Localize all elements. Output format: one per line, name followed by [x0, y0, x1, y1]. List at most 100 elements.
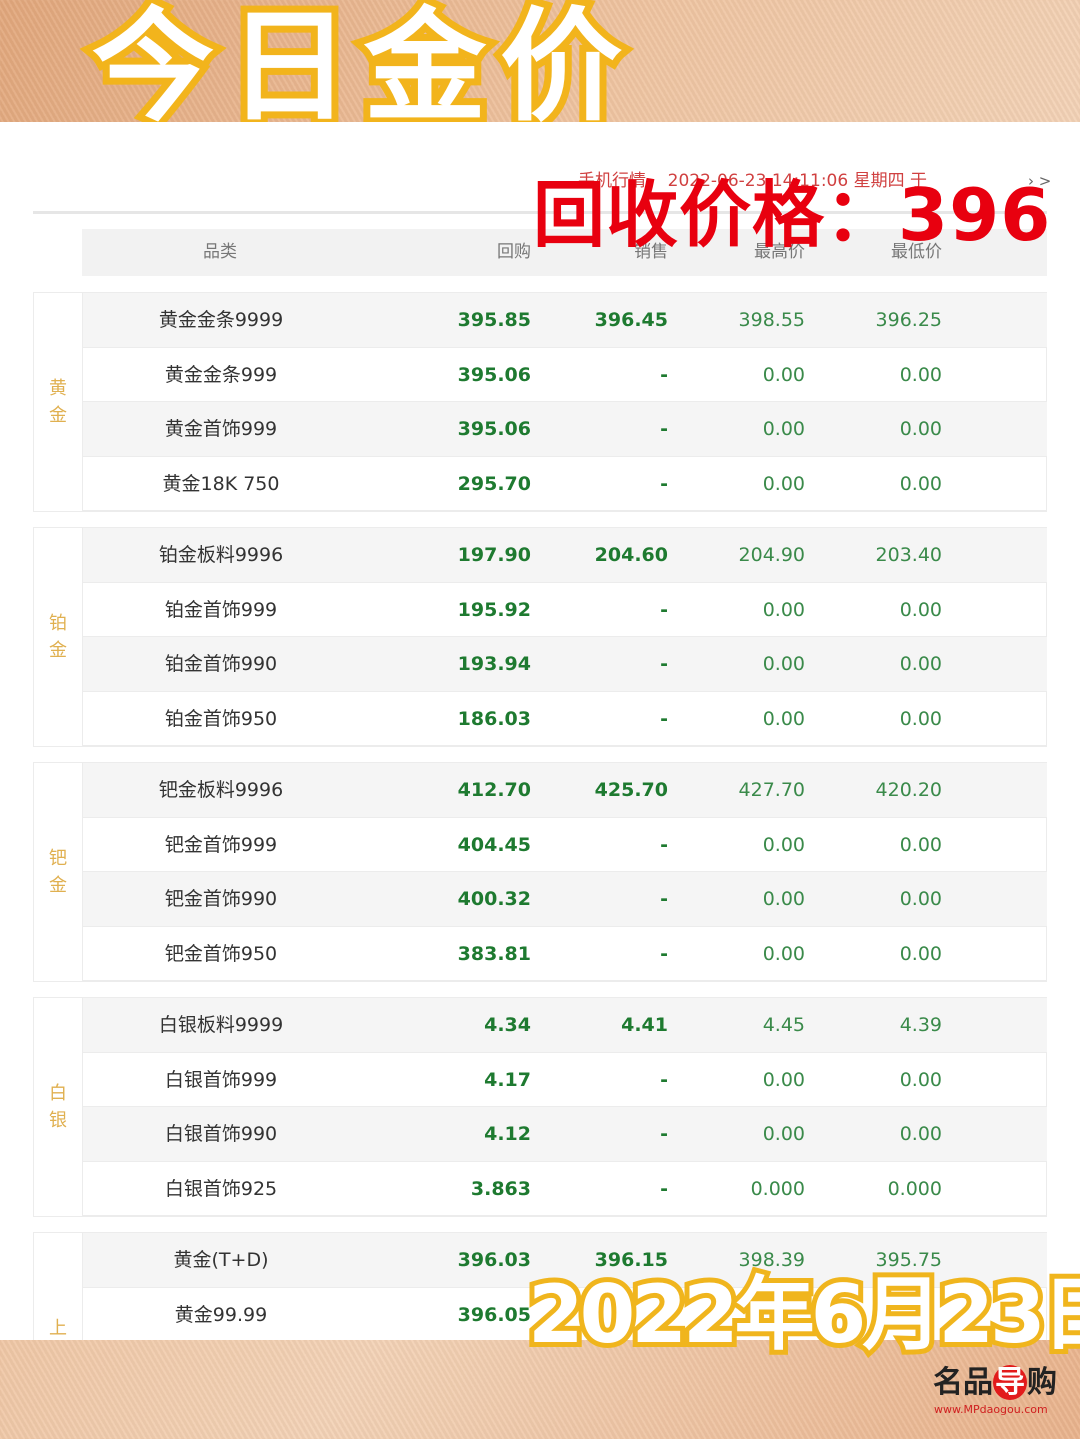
- group-4: 上 金 黄金(T+D) 396.03 396.15 398.39 395.75 黄金99.9…: [33, 1232, 1047, 1340]
- cell-buy: 396.05: [457, 1303, 531, 1326]
- cell-buy: 186.03: [457, 707, 531, 730]
- cell-name: 钯金首饰990: [164, 888, 278, 910]
- header-low: 最低价: [891, 242, 942, 262]
- cell-buy: 197.90: [457, 544, 531, 566]
- table-row: 钯金板料9996 412.70 425.70 427.70 420.20: [83, 763, 1047, 818]
- cell-sell: -: [660, 1177, 668, 1200]
- cell-name: 白银首饰990: [164, 1123, 278, 1145]
- table-row: 铂金首饰990 193.94 - 0.00 0.00: [83, 637, 1047, 692]
- category-label: 白 银: [34, 998, 83, 1216]
- cell-name: 铂金首饰999: [164, 598, 278, 621]
- date-overlay: 2022年6月23日: [523, 1265, 1080, 1365]
- cell-lo: 0.00: [899, 707, 942, 730]
- cell-buy: 395.06: [457, 418, 531, 440]
- cell-sell: 396.45: [594, 309, 668, 331]
- cell-lo: 0.00: [899, 418, 942, 440]
- cell-hi: 0.00: [762, 598, 805, 621]
- cell-buy: 4.17: [484, 1068, 531, 1091]
- cell-name: 白银板料9999: [158, 1014, 284, 1036]
- cell-buy: 395.06: [457, 363, 531, 386]
- cell-name: 黄金首饰999: [164, 418, 278, 440]
- cell-buy: 400.32: [457, 888, 531, 910]
- group-3: 白 银 白银板料9999 4.34 4.41 4.45 4.39 白银首饰999 4.17 - 0…: [33, 997, 1047, 1217]
- cell-sell: -: [660, 888, 668, 910]
- header-sell: 销售: [634, 242, 668, 262]
- table-row: 白银首饰990 4.12 - 0.00 0.00: [83, 1107, 1047, 1162]
- cell-buy: 3.863: [470, 1177, 531, 1200]
- cell-buy: 396.03: [457, 1249, 531, 1271]
- cell-name: 黄金(T+D): [173, 1249, 269, 1271]
- cell-name: 铂金板料9996: [158, 544, 284, 566]
- logo: 名品导购: [933, 1365, 1057, 1400]
- cell-sell: 204.60: [594, 544, 668, 566]
- cell-name: 黄金金条999: [164, 363, 278, 386]
- group-0: 黄 金黄金金条9999 395.85 396.45 398.55 396.25 黄金金条9…: [33, 292, 1047, 512]
- cell-sell: -: [660, 418, 668, 440]
- group-1: 铂 金 铂金板料9996 197.90 204.60 204.90 203.40 铂金首饰9…: [33, 527, 1047, 747]
- table-row: 白银板料9999 4.34 4.41 4.45 4.39: [83, 998, 1047, 1053]
- cell-lo: 0.00: [899, 1068, 942, 1091]
- cell-sell: -: [660, 707, 668, 730]
- cell-lo: 396.25: [875, 309, 942, 331]
- cell-sell: 396.15: [594, 1249, 668, 1271]
- cell-hi: 0.00: [762, 707, 805, 730]
- table-row: 铂金首饰950 186.03 - 0.00 0.00: [83, 692, 1047, 746]
- ticker: 手机行情 2022-06-23 14:11:06 星期四 于: [578, 170, 927, 192]
- cell-sell: -: [660, 472, 668, 495]
- table-row: 铂金板料9996 197.90 204.60 204.90 203.40: [83, 528, 1047, 583]
- category-label: 黄 金: [34, 293, 83, 511]
- cell-name: 铂金首饰950: [164, 707, 278, 730]
- cell-hi: 398.39: [738, 1249, 805, 1271]
- cell-hi: 0.00: [762, 833, 805, 856]
- table-row: 黄金金条999 395.06 - 0.00 0.00: [83, 348, 1047, 402]
- cell-name: 铂金首饰990: [164, 653, 278, 675]
- cell-buy: 4.34: [484, 1014, 531, 1036]
- cell-lo: 4.39: [899, 1014, 942, 1036]
- category-label: 上 金: [34, 1233, 83, 1340]
- table-row: 钯金首饰999 404.45 - 0.00 0.00: [83, 818, 1047, 872]
- cell-sell: -: [660, 653, 668, 675]
- next-arrow-icon[interactable]: › >: [1028, 172, 1052, 190]
- table-row: 白银首饰999 4.17 - 0.00 0.00: [83, 1053, 1047, 1107]
- cell-buy: 412.70: [457, 779, 531, 801]
- ticker-label: 手机行情: [578, 171, 646, 191]
- table-row: 黄金99.99 396.05: [83, 1288, 1047, 1341]
- table-row: 钯金首饰990 400.32 - 0.00 0.00: [83, 872, 1047, 927]
- header-high: 最高价: [754, 242, 805, 262]
- recycle-price-overlay: 回收价格：396: [533, 173, 1052, 257]
- group-2: 钯 金 钯金板料9996 412.70 425.70 427.70 420.20 钯金首饰9…: [33, 762, 1047, 982]
- table-row: 黄金18K 750 295.70 - 0.00 0.00: [83, 457, 1047, 511]
- cell-lo: 0.00: [899, 833, 942, 856]
- table-row: 铂金首饰999 195.92 - 0.00 0.00: [83, 583, 1047, 637]
- cell-lo: 0.00: [899, 888, 942, 910]
- table-row: 黄金金条9999 395.85 396.45 398.55 396.25: [83, 293, 1047, 348]
- cell-hi: 0.00: [762, 1123, 805, 1145]
- cell-lo: 0.00: [899, 1123, 942, 1145]
- cell-sell: -: [660, 942, 668, 965]
- table-row: 黄金首饰999 395.06 - 0.00 0.00: [83, 402, 1047, 457]
- table-row: 钯金首饰950 383.81 - 0.00 0.00: [83, 927, 1047, 981]
- cell-name: 钯金首饰950: [164, 942, 278, 965]
- cell-lo: 420.20: [875, 779, 942, 801]
- header-buy: 回购: [497, 242, 531, 262]
- table-row: 黄金(T+D) 396.03 396.15 398.39 395.75: [83, 1233, 1047, 1288]
- cell-name: 黄金18K 750: [162, 472, 280, 495]
- page-title: 今日金价: [85, 0, 636, 139]
- cell-buy: 195.92: [457, 598, 531, 621]
- cell-hi: 0.00: [762, 363, 805, 386]
- divider: [33, 211, 1047, 214]
- cell-lo: 0.00: [899, 472, 942, 495]
- cell-sell: -: [660, 363, 668, 386]
- header-category: 品类: [203, 242, 237, 262]
- cell-sell: -: [660, 1068, 668, 1091]
- table-row: 白银首饰925 3.863 - 0.000 0.000: [83, 1162, 1047, 1216]
- cell-buy: 395.85: [457, 309, 531, 331]
- cell-lo: 0.00: [899, 942, 942, 965]
- cell-sell: 425.70: [594, 779, 668, 801]
- cell-hi: 204.90: [738, 544, 805, 566]
- cell-sell: -: [660, 833, 668, 856]
- ticker-datetime: 2022-06-23 14:11:06 星期四 于: [667, 171, 927, 191]
- cell-hi: 0.000: [750, 1177, 805, 1200]
- cell-hi: 0.00: [762, 418, 805, 440]
- cell-hi: 427.70: [738, 779, 805, 801]
